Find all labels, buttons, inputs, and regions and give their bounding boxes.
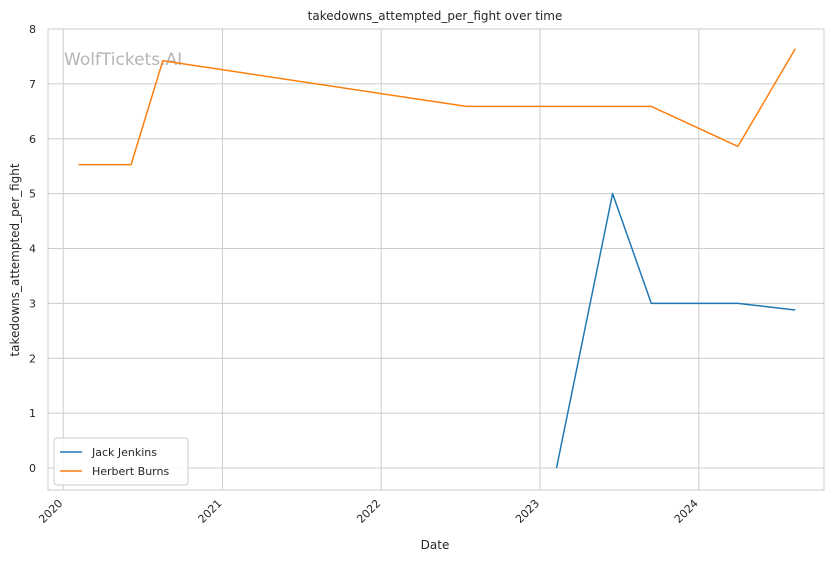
- y-tick-label: 3: [29, 297, 36, 310]
- y-tick-label: 2: [29, 352, 36, 365]
- series-layer: [78, 48, 796, 469]
- chart-title: takedowns_attempted_per_fight over time: [308, 9, 563, 23]
- legend-label: Herbert Burns: [92, 465, 169, 478]
- watermark: WolfTickets.AI: [64, 50, 182, 70]
- y-tick-labels: 0 1 2 3 4 5 6 7 8: [29, 23, 36, 475]
- y-tick-label: 1: [29, 407, 36, 420]
- legend-box: [53, 437, 189, 486]
- series-line-jack-jenkins: [555, 192, 796, 469]
- y-tick-label: 5: [29, 188, 36, 201]
- y-tick-label: 7: [29, 78, 36, 91]
- y-axis-label: takedowns_attempted_per_fight: [8, 163, 22, 356]
- y-tick-label: 0: [29, 462, 36, 475]
- y-tick-label: 6: [29, 133, 36, 146]
- plot-frame: [47, 28, 825, 491]
- y-tick-label: 4: [29, 243, 36, 256]
- y-tick-label: 8: [29, 23, 36, 36]
- x-axis-label: Date: [421, 538, 450, 552]
- legend: Jack Jenkins Herbert Burns: [53, 437, 189, 486]
- series-line-herbert-burns: [78, 48, 796, 166]
- legend-label: Jack Jenkins: [91, 446, 157, 459]
